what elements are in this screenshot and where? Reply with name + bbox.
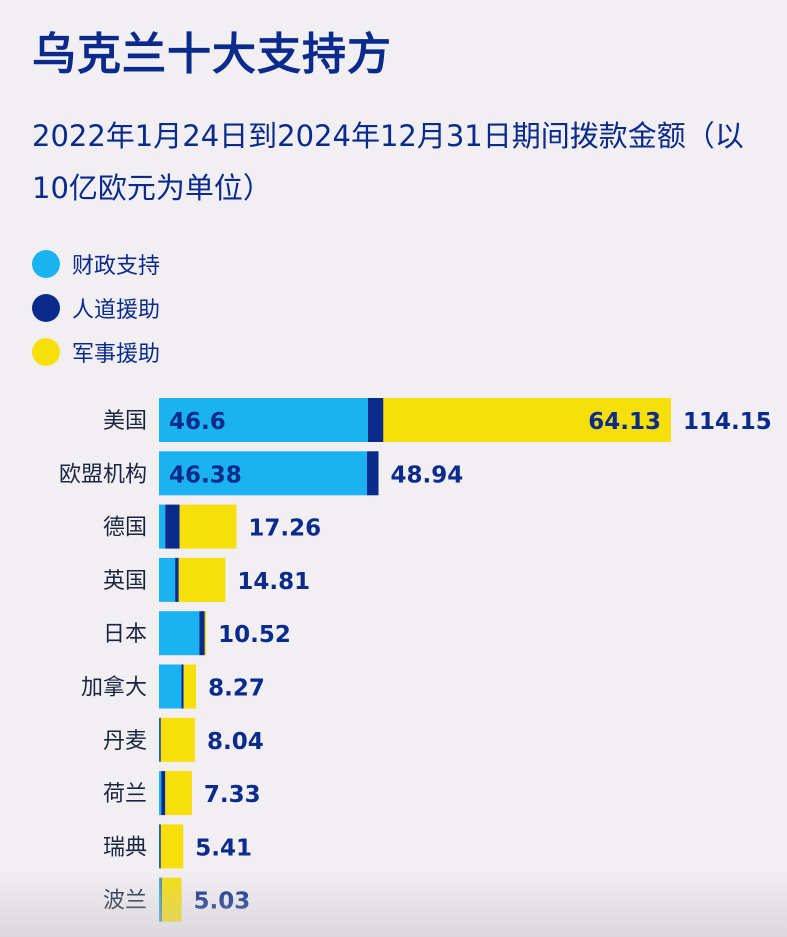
total-label-7: 7.33: [204, 782, 261, 808]
bar-segment-7-2: [165, 771, 192, 816]
bar-segment-4-0: [159, 611, 200, 656]
bar-segment-6-2: [160, 717, 196, 762]
legend-item-financial: 财政支持: [32, 242, 160, 286]
total-label-8: 5.41: [195, 835, 252, 861]
data-label-2: 46.38: [169, 462, 242, 488]
bar-segment-6-1: [159, 717, 161, 762]
total-label-1: 48.94: [391, 462, 464, 488]
bar-segment-3-0: [159, 557, 176, 602]
category-label-3: 英国: [103, 569, 147, 594]
bar-segment-1-0: [159, 451, 368, 496]
chart-title: 乌克兰十大支持方: [32, 29, 392, 80]
total-label-3: 14.81: [237, 569, 310, 595]
category-label-9: 波兰: [103, 889, 147, 914]
legend-label-military: 军事援助: [72, 342, 161, 367]
legend-swatch-financial: [32, 250, 60, 278]
total-label-6: 8.04: [207, 729, 264, 755]
data-label-0: 46.6: [169, 409, 226, 435]
bar-segment-0-2: [383, 398, 671, 442]
total-label-2: 17.26: [248, 516, 321, 542]
total-label-0: 114.15: [683, 409, 772, 435]
bar-segment-0-0: [159, 398, 369, 442]
category-label-6: 丹麦: [103, 729, 147, 754]
bar-segment-5-1: [181, 664, 184, 709]
bar-segment-9-1: [160, 877, 162, 922]
bar-segment-4-2: [204, 611, 207, 656]
bar-segment-2-0: [159, 504, 166, 549]
bar-segment-0-1: [368, 398, 384, 442]
bar-segment-8-1: [159, 824, 161, 869]
bar-segment-2-2: [179, 504, 237, 549]
total-label-9: 5.03: [194, 889, 251, 915]
bar-segment-1-1: [367, 451, 379, 496]
category-label-8: 瑞典: [103, 835, 147, 860]
bar-segment-5-0: [159, 664, 182, 709]
legend-swatch-humanitarian: [32, 294, 60, 322]
legend-label-financial: 财政支持: [72, 254, 161, 279]
bar-segment-3-1: [175, 557, 179, 602]
bar-segment-2-1: [165, 504, 180, 549]
category-label-1: 欧盟机构: [59, 462, 147, 487]
category-label-7: 荷兰: [103, 782, 147, 807]
bar-segment-4-1: [199, 611, 205, 656]
bar-segment-7-0: [159, 771, 162, 816]
total-label-4: 10.52: [218, 622, 291, 648]
legend: 财政支持 人道援助 军事援助: [32, 242, 160, 374]
bar-segment-5-2: [183, 664, 197, 709]
bar-segment-7-1: [161, 771, 166, 816]
category-label-0: 美国: [103, 409, 147, 434]
legend-item-humanitarian: 人道援助: [32, 286, 160, 330]
data-label-1: 64.13: [588, 409, 661, 435]
bar-segment-9-2: [161, 877, 182, 922]
legend-item-military: 军事援助: [32, 330, 160, 374]
category-label-5: 加拿大: [81, 675, 147, 701]
bar-segment-8-2: [160, 824, 184, 869]
legend-swatch-military: [32, 338, 60, 366]
category-label-2: 德国: [103, 516, 147, 541]
bar-segment-3-2: [178, 557, 226, 602]
legend-label-humanitarian: 人道援助: [72, 298, 161, 323]
chart-subtitle: 2022年1月24日到2024年12月31日期间拨款金额（以10亿欧元为单位）: [32, 119, 744, 205]
bar-segment-9-0: [159, 877, 161, 922]
category-label-4: 日本: [103, 622, 147, 647]
total-label-5: 8.27: [208, 676, 265, 702]
